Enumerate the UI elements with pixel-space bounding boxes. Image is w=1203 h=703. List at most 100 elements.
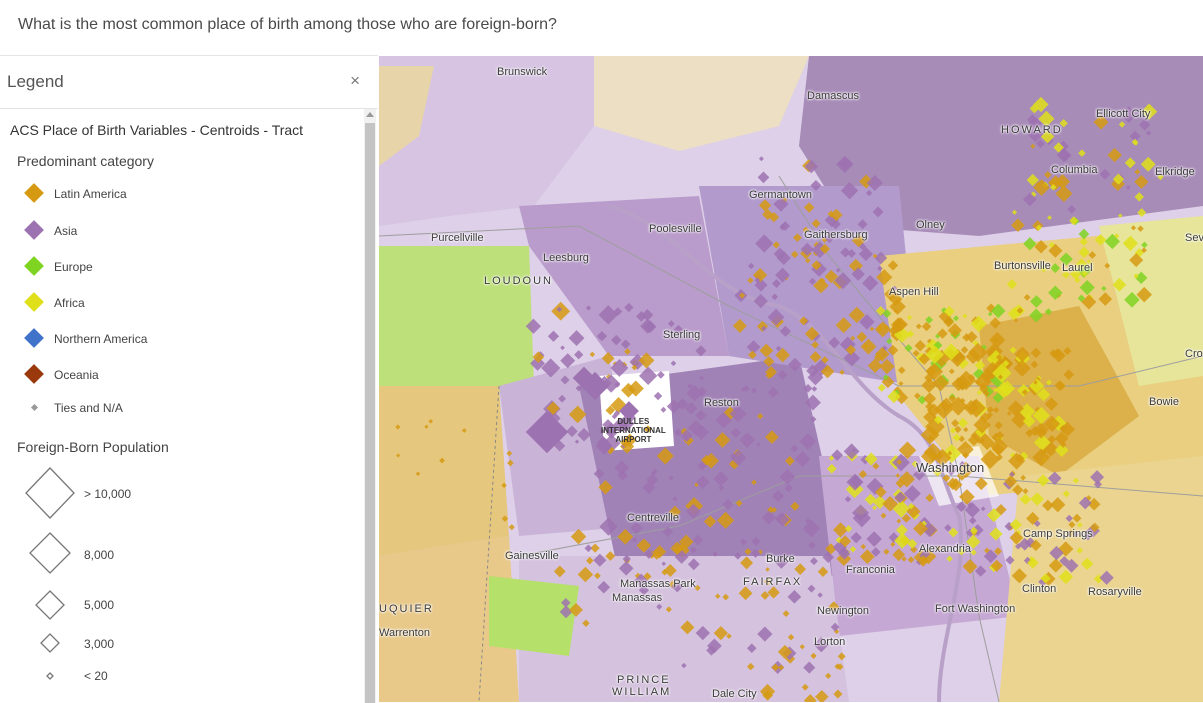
tract-diamond[interactable] [1027, 557, 1039, 569]
tract-diamond[interactable] [953, 315, 959, 322]
tract-diamond[interactable] [950, 427, 957, 434]
tract-diamond[interactable] [1059, 119, 1068, 128]
tract-diamond[interactable] [1044, 308, 1052, 316]
tract-diamond[interactable] [687, 383, 693, 389]
map-view[interactable]: Brunswick Damascus Ellicott City HOWARD … [379, 56, 1203, 702]
tract-diamond[interactable] [715, 412, 732, 429]
tract-diamond[interactable] [653, 391, 663, 401]
tract-diamond[interactable] [765, 430, 779, 444]
tract-diamond[interactable] [660, 406, 667, 413]
tract-diamond[interactable] [804, 394, 821, 411]
tract-diamond[interactable] [947, 450, 953, 456]
tract-diamond[interactable] [678, 534, 694, 550]
tract-diamond[interactable] [695, 475, 710, 490]
legend-scrollbar[interactable] [364, 109, 376, 703]
tract-diamond[interactable] [866, 189, 873, 197]
tract-diamond[interactable] [839, 369, 845, 375]
tract-diamond[interactable] [623, 433, 637, 447]
tract-diamond[interactable] [893, 308, 899, 314]
tract-diamond[interactable] [904, 344, 913, 353]
tract-diamond[interactable] [663, 563, 677, 577]
tract-diamond[interactable] [732, 318, 747, 333]
tract-diamond[interactable] [771, 293, 779, 301]
tract-diamond[interactable] [864, 452, 878, 466]
tract-diamond[interactable] [957, 417, 969, 429]
tract-diamond[interactable] [968, 516, 977, 525]
tract-diamond[interactable] [1078, 228, 1090, 240]
map-canvas[interactable] [379, 56, 1203, 702]
tract-diamond[interactable] [1055, 185, 1073, 203]
tract-diamond[interactable] [428, 418, 434, 424]
tract-diamond[interactable] [831, 449, 843, 461]
tract-diamond[interactable] [1040, 129, 1055, 144]
tract-diamond[interactable] [779, 325, 791, 337]
tract-diamond[interactable] [896, 459, 902, 465]
tract-diamond[interactable] [892, 548, 906, 562]
tract-diamond[interactable] [877, 383, 886, 392]
tract-diamond[interactable] [1090, 470, 1105, 485]
tract-diamond[interactable] [906, 330, 915, 338]
tract-diamond[interactable] [811, 260, 822, 271]
tract-diamond[interactable] [750, 548, 761, 558]
tract-diamond[interactable] [763, 356, 775, 368]
tract-diamond[interactable] [874, 346, 890, 362]
tract-diamond[interactable] [1011, 209, 1018, 215]
tract-diamond[interactable] [867, 358, 883, 374]
tract-diamond[interactable] [912, 349, 920, 357]
tract-diamond[interactable] [768, 212, 780, 223]
tract-diamond[interactable] [896, 518, 902, 524]
tract-diamond[interactable] [823, 231, 836, 244]
tract-diamond[interactable] [1033, 96, 1049, 113]
tract-diamond[interactable] [800, 242, 814, 256]
tract-diamond[interactable] [746, 340, 761, 354]
tract-diamond[interactable] [1034, 240, 1048, 254]
tract-diamond[interactable] [901, 513, 911, 523]
tract-diamond[interactable] [852, 504, 870, 522]
tract-diamond[interactable] [917, 395, 927, 405]
tract-diamond[interactable] [986, 508, 1001, 523]
tract-diamond[interactable] [395, 424, 401, 430]
tract-diamond[interactable] [993, 387, 998, 393]
tract-diamond[interactable] [761, 510, 776, 525]
tract-diamond[interactable] [1067, 529, 1075, 537]
tract-diamond[interactable] [857, 219, 868, 230]
tract-diamond[interactable] [898, 471, 915, 488]
tract-diamond[interactable] [822, 551, 835, 564]
tract-diamond[interactable] [860, 543, 866, 550]
tract-diamond[interactable] [693, 424, 709, 440]
tract-diamond[interactable] [1067, 205, 1077, 214]
tract-diamond[interactable] [735, 499, 743, 507]
tract-diamond[interactable] [1104, 262, 1111, 269]
tract-diamond[interactable] [982, 372, 993, 383]
tract-diamond[interactable] [775, 512, 790, 527]
tract-diamond[interactable] [826, 463, 837, 474]
tract-diamond[interactable] [944, 524, 952, 532]
tract-diamond[interactable] [1047, 471, 1062, 486]
tract-diamond[interactable] [976, 389, 982, 396]
tract-diamond[interactable] [577, 427, 591, 442]
tract-diamond[interactable] [849, 546, 857, 553]
tract-diamond[interactable] [926, 434, 935, 442]
tract-diamond[interactable] [790, 250, 799, 259]
tract-diamond[interactable] [956, 501, 967, 512]
tract-diamond[interactable] [646, 473, 659, 487]
tract-diamond[interactable] [1007, 400, 1024, 417]
tract-diamond[interactable] [882, 309, 892, 319]
tract-diamond[interactable] [942, 474, 951, 483]
tract-diamond[interactable] [1035, 139, 1045, 149]
tract-diamond[interactable] [817, 566, 829, 577]
tract-diamond[interactable] [808, 541, 816, 549]
tract-diamond[interactable] [644, 549, 654, 559]
tract-diamond[interactable] [987, 412, 993, 418]
tract-diamond[interactable] [754, 277, 761, 284]
tract-diamond[interactable] [1118, 121, 1126, 128]
tract-diamond[interactable] [667, 320, 675, 328]
tract-diamond[interactable] [703, 515, 717, 528]
tract-diamond[interactable] [803, 202, 815, 213]
tract-diamond[interactable] [974, 565, 987, 577]
tract-diamond[interactable] [744, 548, 752, 555]
tract-diamond[interactable] [803, 661, 816, 674]
tract-diamond[interactable] [640, 318, 655, 334]
tract-diamond[interactable] [1075, 258, 1088, 271]
tract-diamond[interactable] [848, 306, 866, 324]
